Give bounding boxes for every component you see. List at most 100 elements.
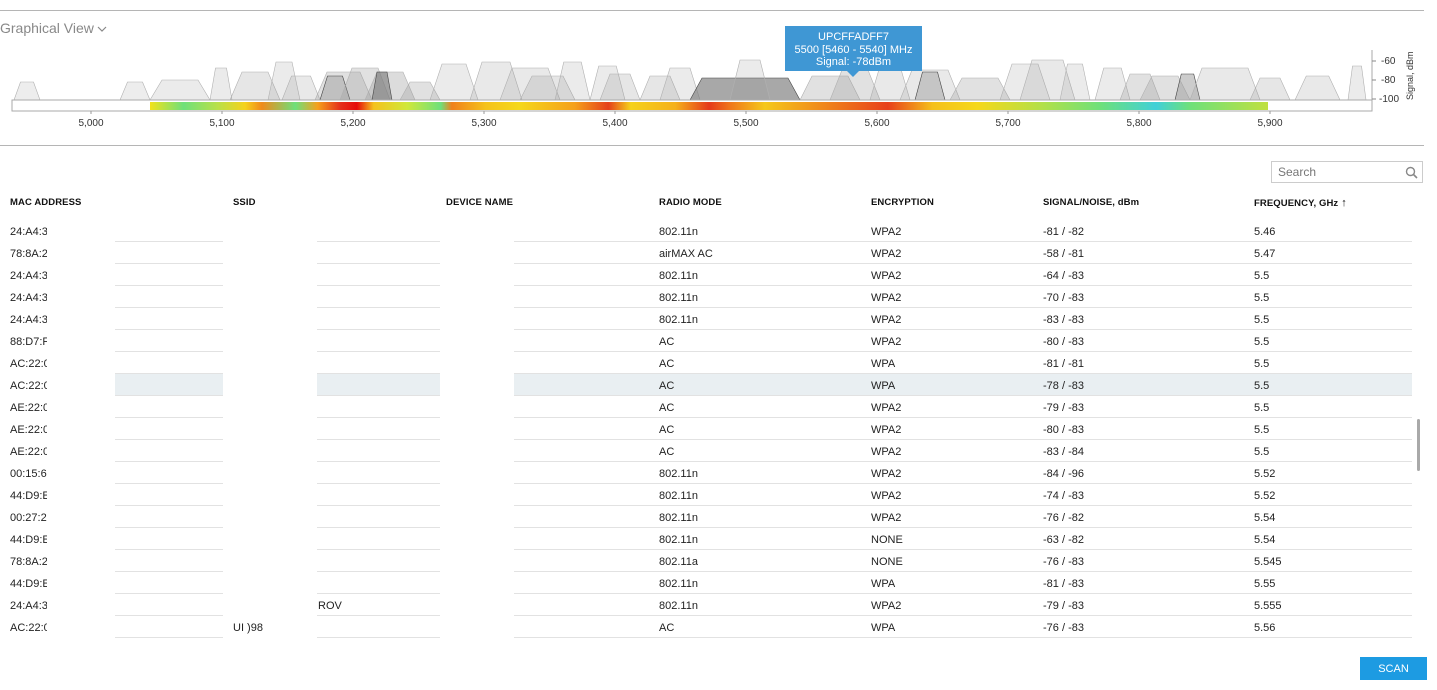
spectrum-chart[interactable]: 5,000 5,100 5,200 5,300 5,400 5,500 5,600 5,700… xyxy=(0,40,1437,140)
search-box[interactable] xyxy=(1271,161,1423,183)
cell-encryption: WPA2 xyxy=(871,402,902,414)
scan-button[interactable]: SCAN xyxy=(1360,657,1427,680)
redacted-area xyxy=(223,506,233,528)
column-header-encryption[interactable]: ENCRYPTION xyxy=(871,197,934,208)
column-header-frequency[interactable]: FREQUENCY, GHz ↑ xyxy=(1254,197,1347,209)
cell-encryption: WPA2 xyxy=(871,292,902,304)
table-row[interactable]: AC:22:0 AC WPA -78 / -83 5.5 xyxy=(0,374,1437,396)
column-header-device-name[interactable]: DEVICE NAME xyxy=(446,197,514,208)
redacted-area xyxy=(47,286,115,308)
cell-frequency: 5.555 xyxy=(1254,600,1282,612)
network-peak[interactable] xyxy=(429,63,479,101)
redacted-area xyxy=(47,220,115,242)
row-divider xyxy=(514,505,1412,506)
network-peak[interactable] xyxy=(149,79,211,101)
table-row[interactable]: 78:8A:2 airMAX AC WPA2 -58 / -81 5.47 xyxy=(0,242,1437,264)
cell-radio-mode: AC xyxy=(659,402,675,414)
cell-encryption: WPA2 xyxy=(871,512,902,524)
redacted-area xyxy=(47,418,115,440)
table-row[interactable]: 44:D9:E 802.11n NONE -63 / -82 5.54 xyxy=(0,528,1437,550)
row-divider xyxy=(317,593,440,594)
redacted-area xyxy=(47,396,115,418)
cell-mac: 78:8A:2 xyxy=(10,556,48,568)
cell-signal-noise: -58 / -81 xyxy=(1043,248,1084,260)
cell-mac: 88:D7:F xyxy=(10,336,50,348)
x-tick-label: 5,000 xyxy=(78,118,103,129)
table-row[interactable]: 24:A4:3 ROV 802.11n WPA2 -79 / -83 5.555 xyxy=(0,594,1437,616)
section-divider xyxy=(0,145,1424,146)
table-row[interactable]: 24:A4:3 802.11n WPA2 -64 / -83 5.5 xyxy=(0,264,1437,286)
table-row[interactable]: AE:22:0 AC WPA2 -83 / -84 5.5 xyxy=(0,440,1437,462)
redacted-area xyxy=(223,374,233,396)
search-input[interactable] xyxy=(1272,165,1409,179)
cell-signal-noise: -83 / -83 xyxy=(1043,314,1084,326)
y-tick-label: -80 xyxy=(1381,75,1396,86)
cell-signal-noise: -81 / -81 xyxy=(1043,358,1084,370)
table-row[interactable]: 44:D9:E 802.11n WPA -81 / -83 5.55 xyxy=(0,572,1437,594)
cell-ssid: UI )98 xyxy=(233,622,263,634)
network-peak[interactable] xyxy=(209,67,233,101)
network-peak[interactable] xyxy=(1249,77,1291,101)
cell-signal-noise: -79 / -83 xyxy=(1043,402,1084,414)
table-row[interactable]: AC:22:0 AC WPA -81 / -81 5.5 xyxy=(0,352,1437,374)
search-icon[interactable] xyxy=(1405,166,1418,179)
redacted-area xyxy=(47,528,115,550)
cell-encryption: NONE xyxy=(871,556,903,568)
network-peak[interactable] xyxy=(729,59,771,101)
table-row[interactable]: AE:22:0 AC WPA2 -79 / -83 5.5 xyxy=(0,396,1437,418)
network-peak[interactable] xyxy=(119,81,151,101)
row-divider xyxy=(115,241,223,242)
network-peak[interactable] xyxy=(1294,75,1341,101)
table-row[interactable]: 24:A4:3 802.11n WPA2 -81 / -82 5.46 xyxy=(0,220,1437,242)
table-row[interactable]: 44:D9:E 802.11n WPA2 -74 / -83 5.52 xyxy=(0,484,1437,506)
row-divider xyxy=(514,593,1412,594)
cell-signal-noise: -78 / -83 xyxy=(1043,380,1084,392)
x-tick-label: 5,400 xyxy=(602,118,627,129)
redacted-area xyxy=(47,264,115,286)
cell-frequency: 5.54 xyxy=(1254,512,1276,524)
network-peak[interactable] xyxy=(554,61,591,101)
cell-encryption: WPA2 xyxy=(871,314,902,326)
cell-frequency: 5.46 xyxy=(1254,226,1276,238)
redacted-area xyxy=(223,396,233,418)
cell-encryption: WPA xyxy=(871,380,896,392)
redacted-area xyxy=(223,308,233,330)
table-row[interactable]: 78:8A:2 802.11a NONE -76 / -83 5.545 xyxy=(0,550,1437,572)
cell-signal-noise: -83 / -84 xyxy=(1043,446,1084,458)
column-header-signal-noise[interactable]: SIGNAL/NOISE, dBm xyxy=(1043,197,1140,208)
column-header-ssid[interactable]: SSID xyxy=(233,197,256,208)
table-row[interactable]: AE:22:0 AC WPA2 -80 / -83 5.5 xyxy=(0,418,1437,440)
cell-frequency: 5.5 xyxy=(1254,336,1270,348)
cell-encryption: WPA xyxy=(871,622,896,634)
cell-signal-noise: -74 / -83 xyxy=(1043,490,1084,502)
table-row[interactable]: 24:A4:3 802.11n WPA2 -83 / -83 5.5 xyxy=(0,308,1437,330)
network-peak[interactable] xyxy=(13,81,41,101)
row-divider xyxy=(115,395,223,396)
x-tick-label: 5,500 xyxy=(733,118,758,129)
redacted-area xyxy=(47,330,115,352)
x-tick-label: 5,700 xyxy=(995,118,1020,129)
column-header-radio-mode[interactable]: RADIO MODE xyxy=(659,197,722,208)
redacted-area xyxy=(223,528,233,550)
table-row[interactable]: 00:27:2 802.11n WPA2 -76 / -82 5.54 xyxy=(0,506,1437,528)
table-row[interactable]: AC:22:0 UI )98 AC WPA -76 / -83 5.56 xyxy=(0,616,1437,638)
cell-frequency: 5.55 xyxy=(1254,578,1276,590)
table-row[interactable]: 00:15:6 802.11n WPA2 -84 / -96 5.52 xyxy=(0,462,1437,484)
redacted-area xyxy=(223,264,233,286)
row-divider xyxy=(514,395,1412,396)
table-row[interactable]: 24:A4:3 802.11n WPA2 -70 / -83 5.5 xyxy=(0,286,1437,308)
cell-radio-mode: AC xyxy=(659,336,675,348)
redacted-area xyxy=(223,330,233,352)
column-header-mac[interactable]: MAC ADDRESS xyxy=(10,197,82,208)
cell-radio-mode: AC xyxy=(659,380,675,392)
table-row[interactable]: 88:D7:F AC WPA2 -80 / -83 5.5 xyxy=(0,330,1437,352)
network-peak[interactable] xyxy=(1189,67,1261,101)
row-divider xyxy=(514,241,1412,242)
table-scrollbar[interactable] xyxy=(1417,419,1420,471)
cell-encryption: WPA2 xyxy=(871,270,902,282)
network-peak[interactable] xyxy=(1347,65,1367,101)
row-divider xyxy=(317,395,440,396)
graphical-view-toggle[interactable]: Graphical View xyxy=(0,20,107,36)
cell-signal-noise: -70 / -83 xyxy=(1043,292,1084,304)
cell-signal-noise: -81 / -83 xyxy=(1043,578,1084,590)
